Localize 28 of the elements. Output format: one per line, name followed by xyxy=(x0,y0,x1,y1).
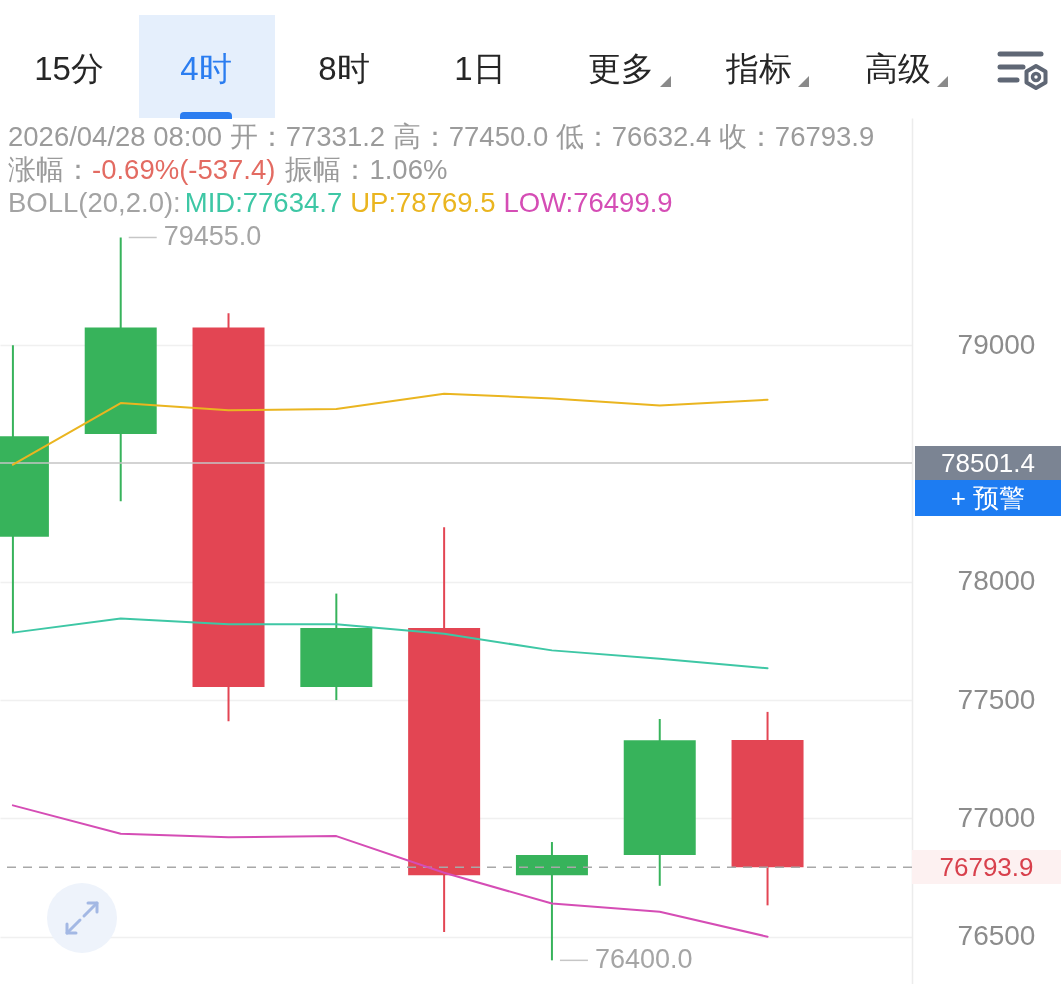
y-tick-label: 79000 xyxy=(957,328,1036,360)
text: 8时 xyxy=(318,50,370,88)
text: 4时 xyxy=(180,50,232,88)
line-series xyxy=(11,804,769,938)
text: 15分 xyxy=(34,50,104,88)
line-series xyxy=(11,617,769,670)
ref-line-label: 76793.9 xyxy=(912,850,1061,885)
text: 更多 xyxy=(588,50,654,88)
text: UP:78769.5 xyxy=(350,187,496,218)
legend-title: BOLL(20,2.0): xyxy=(8,187,181,218)
chart-title: 2026/04/28 08:00 开：77331.2 高：77450.0 低：76632.4 收：76793.9 xyxy=(8,121,875,152)
text: + 预警 xyxy=(915,480,1061,517)
y-tick-label: 76500 xyxy=(957,920,1036,952)
text: MID:77634.7 xyxy=(184,187,343,218)
text: LOW:76499.9 xyxy=(503,187,673,218)
y-tick-label: 77000 xyxy=(957,801,1036,833)
ref-line-label: 78501.4 xyxy=(915,446,1061,481)
annotation: 76400.0 xyxy=(594,944,693,975)
text: 高级 xyxy=(865,50,931,88)
annotation: 涨幅： xyxy=(8,154,92,185)
annotation: -0.69%(-537.4) xyxy=(92,154,276,185)
annotation: 振幅：1.06% xyxy=(285,154,448,185)
text: 1日 xyxy=(454,50,506,88)
line-series xyxy=(11,392,769,466)
annotation: 79455.0 xyxy=(163,221,262,252)
text: 指标 xyxy=(726,50,792,88)
y-tick-label: 77500 xyxy=(957,683,1036,715)
y-tick-label: 78000 xyxy=(957,565,1036,597)
